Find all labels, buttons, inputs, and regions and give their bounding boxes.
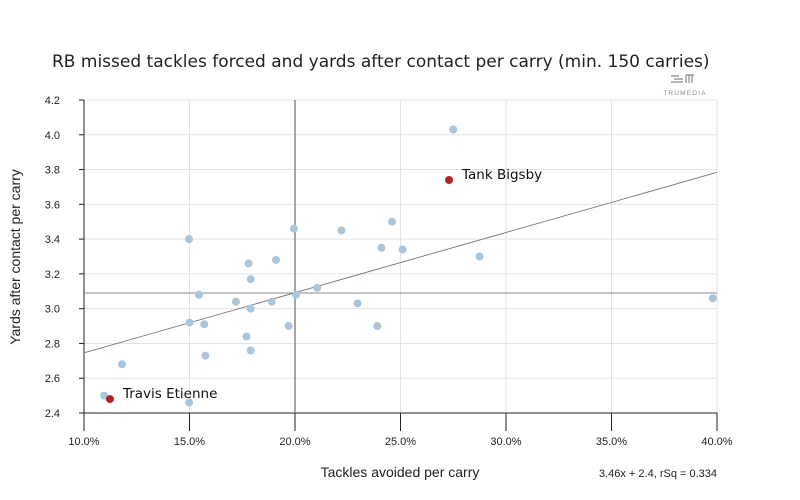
x-tick-label: 40.0%	[701, 436, 732, 448]
data-point	[398, 245, 407, 254]
chart-title: RB missed tackles forced and yards after…	[52, 52, 710, 72]
data-point	[242, 332, 251, 341]
data-point	[185, 398, 194, 407]
data-point	[272, 255, 281, 264]
data-point	[267, 297, 276, 306]
data-point	[194, 290, 203, 299]
y-tick-label: 2.6	[45, 373, 60, 385]
y-tick-label: 3.4	[45, 234, 60, 246]
trendline-equation: 3.46x + 2.4, rSq = 0.334	[599, 468, 717, 480]
y-tick-label: 3.2	[45, 269, 60, 281]
data-point	[246, 346, 255, 355]
data-point	[284, 322, 293, 331]
data-point	[373, 322, 382, 331]
data-point	[246, 275, 255, 284]
data-point	[185, 318, 194, 327]
data-point	[200, 320, 209, 329]
data-point	[475, 252, 484, 261]
data-point	[313, 283, 322, 292]
data-point	[388, 217, 397, 226]
highlighted-point	[445, 175, 454, 184]
x-tick-label: 20.0%	[279, 436, 310, 448]
data-point	[100, 391, 109, 400]
data-point	[449, 125, 458, 134]
y-tick-label: 3.0	[45, 304, 60, 316]
data-point	[708, 294, 717, 303]
data-point	[231, 297, 240, 306]
player-label: Tank Bigsby	[461, 167, 542, 183]
data-point	[353, 299, 362, 308]
x-tick-label: 15.0%	[174, 436, 205, 448]
data-point	[337, 226, 346, 235]
data-point	[377, 243, 386, 252]
y-tick-label: 3.8	[45, 165, 60, 177]
y-axis-label: Yards after contact per carry	[7, 169, 23, 345]
x-axis-label: Tackles avoided per carry	[321, 464, 480, 480]
x-tick-label: 25.0%	[385, 436, 416, 448]
data-point	[246, 304, 255, 313]
data-point	[201, 351, 210, 360]
svg-text:TRUMEDIA: TRUMEDIA	[663, 90, 707, 97]
y-tick-label: 4.0	[45, 130, 60, 142]
y-tick-label: 2.8	[45, 338, 60, 350]
x-tick-label: 10.0%	[68, 436, 99, 448]
data-point	[289, 224, 298, 233]
x-tick-label: 30.0%	[490, 436, 521, 448]
data-point	[117, 360, 126, 369]
data-point	[292, 290, 301, 299]
data-point	[185, 235, 194, 244]
y-tick-label: 4.2	[45, 95, 60, 107]
y-tick-label: 2.4	[45, 408, 60, 420]
data-point	[244, 259, 253, 268]
highlighted-point	[105, 395, 114, 404]
trumedia-logo: TRUMEDIA	[663, 74, 707, 97]
x-tick-label: 35.0%	[596, 436, 627, 448]
player-label: Travis Etienne	[122, 386, 217, 402]
y-tick-label: 3.6	[45, 199, 60, 211]
